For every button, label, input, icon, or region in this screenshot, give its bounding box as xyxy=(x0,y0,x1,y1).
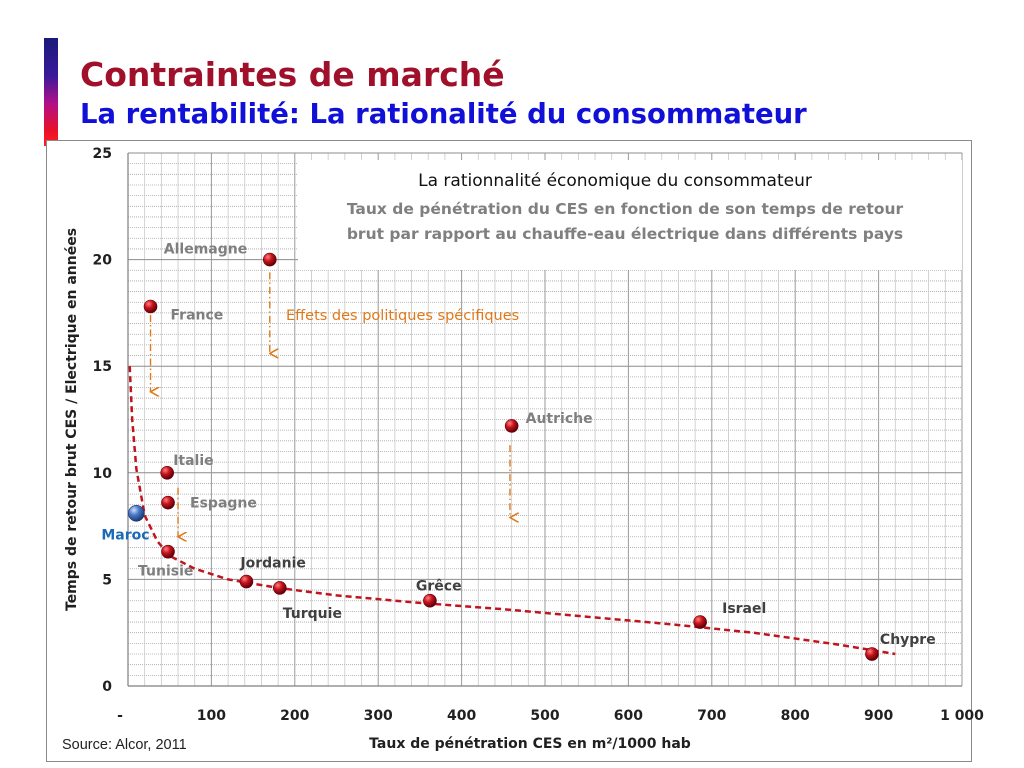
data-label-espagne: Espagne xyxy=(190,496,257,512)
data-point-france xyxy=(143,299,158,314)
y-tick-label: 25 xyxy=(93,146,112,162)
data-point-autriche xyxy=(504,419,519,433)
data-label-jordanie: Jordanie xyxy=(239,556,305,572)
data-label-allemagne: Allemagne xyxy=(164,242,247,258)
y-tick-label: 0 xyxy=(102,679,112,695)
chart-subtitle-line: Taux de pénétration du CES en fonction d… xyxy=(347,200,904,218)
title-accent-bar xyxy=(44,38,58,146)
data-point-tunisie xyxy=(161,544,175,559)
y-tick-label: 10 xyxy=(93,466,113,482)
y-tick-label: 20 xyxy=(93,253,113,269)
x-tick-label: - xyxy=(117,708,123,724)
x-tick-label: 900 xyxy=(864,708,893,724)
slide-subtitle: La rentabilité: La rationalité du consom… xyxy=(80,98,807,130)
data-point-allemagne xyxy=(262,252,277,267)
data-label-israel: Israel xyxy=(722,601,766,617)
chart-title-background xyxy=(298,160,962,270)
data-point-maroc xyxy=(128,505,145,522)
data-label-italie: Italie xyxy=(173,453,213,469)
chart-subtitle-line: brut par rapport au chauffe-eau électriq… xyxy=(347,225,903,243)
data-point-grêce xyxy=(423,593,437,608)
x-tick-label: 100 xyxy=(197,708,226,724)
data-point-chypre xyxy=(865,647,879,661)
data-label-maroc: Maroc xyxy=(101,527,149,543)
data-point-jordanie xyxy=(239,574,254,589)
data-point-turquie xyxy=(272,581,287,595)
x-tick-label: 500 xyxy=(530,708,559,724)
x-axis-title: Taux de pénétration CES en m²/1000 hab xyxy=(369,736,691,752)
x-tick-label: 400 xyxy=(447,708,476,724)
policy-effect-annotation: Effets des politiques spécifiques xyxy=(286,308,519,324)
data-label-tunisie: Tunisie xyxy=(138,564,193,580)
y-tick-label: 5 xyxy=(102,572,112,588)
x-tick-label: 700 xyxy=(697,708,726,724)
data-label-turquie: Turquie xyxy=(283,606,342,622)
data-label-autriche: Autriche xyxy=(526,411,593,427)
chart-title: La rationnalité économique du consommate… xyxy=(418,171,812,191)
data-label-chypre: Chypre xyxy=(880,632,936,648)
x-tick-label: 1 000 xyxy=(940,708,984,724)
data-point-italie xyxy=(160,465,174,480)
source-note: Source: Alcor, 2011 xyxy=(62,737,187,753)
x-tick-label: 800 xyxy=(781,708,810,724)
data-point-israel xyxy=(693,615,707,629)
x-tick-label: 300 xyxy=(364,708,393,724)
x-tick-label: 600 xyxy=(614,708,643,724)
x-tick-label: 200 xyxy=(280,708,309,724)
y-axis-title: Temps de retour brut CES / Electrique en… xyxy=(64,228,80,611)
data-label-france: France xyxy=(171,308,224,324)
slide-title: Contraintes de marché xyxy=(80,55,505,94)
data-point-espagne xyxy=(161,495,175,510)
data-label-grêce: Grêce xyxy=(416,579,462,595)
y-tick-label: 15 xyxy=(93,359,112,375)
